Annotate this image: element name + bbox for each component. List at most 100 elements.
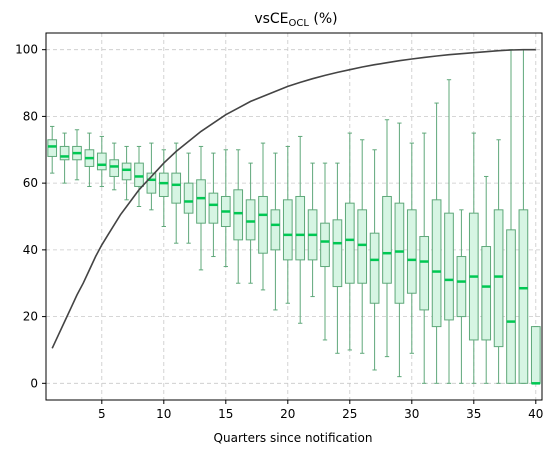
box-iqr — [382, 195, 392, 284]
box-iqr — [282, 199, 293, 261]
box-iqr — [419, 236, 430, 311]
box-3 — [72, 129, 82, 181]
box-28 — [382, 119, 392, 358]
box-iqr — [134, 162, 144, 187]
box-35 — [468, 132, 479, 384]
box-27 — [369, 149, 380, 371]
curve-series — [51, 48, 536, 349]
box-25 — [344, 132, 355, 351]
box-34 — [456, 209, 467, 384]
box-iqr — [295, 195, 306, 261]
box-12 — [183, 152, 194, 244]
box-6 — [109, 142, 120, 191]
box-iqr — [109, 159, 120, 177]
box-iqr — [530, 326, 541, 384]
box-iqr — [369, 232, 380, 304]
y-tick-label: 80 — [23, 109, 38, 123]
x-tick-label: 40 — [528, 407, 543, 421]
y-tick-label: 0 — [30, 376, 38, 390]
box-22 — [307, 162, 318, 298]
box-iqr — [344, 202, 355, 284]
box-33 — [444, 79, 454, 384]
box-29 — [394, 122, 405, 378]
box-10 — [158, 149, 169, 228]
box-iqr — [96, 152, 107, 171]
x-tick-label: 15 — [218, 407, 233, 421]
box-26 — [357, 139, 368, 354]
box-iqr — [406, 209, 417, 294]
chart-title-main: vsCE — [254, 11, 288, 27]
y-tick-label: 40 — [23, 243, 38, 257]
box-32 — [431, 102, 442, 384]
box-5 — [96, 135, 107, 187]
box-iqr — [208, 192, 219, 224]
box-iqr — [357, 209, 368, 284]
x-axis-label: Quarters since notification — [214, 431, 373, 445]
chart-title-subscript: OCL — [289, 18, 310, 29]
box-iqr — [431, 199, 442, 328]
box-4 — [84, 132, 95, 187]
box-series — [47, 49, 541, 385]
box-31 — [419, 132, 430, 384]
x-tick-label: 10 — [156, 407, 171, 421]
box-iqr — [270, 209, 281, 251]
grid-lines — [46, 33, 542, 400]
box-iqr — [196, 179, 206, 224]
box-iqr — [481, 246, 492, 341]
box-iqr — [171, 172, 182, 204]
box-13 — [196, 145, 206, 271]
box-11 — [171, 142, 182, 244]
box-iqr — [456, 256, 467, 318]
box-iqr — [245, 199, 256, 241]
box-18 — [258, 142, 268, 291]
box-20 — [282, 145, 293, 304]
box-39 — [518, 49, 529, 384]
x-tick-label: 20 — [280, 407, 295, 421]
box-7 — [121, 145, 132, 201]
box-15 — [220, 149, 231, 268]
y-tick-label: 100 — [15, 43, 38, 57]
box-iqr — [332, 219, 343, 288]
box-iqr — [518, 209, 529, 384]
box-iqr — [183, 182, 194, 214]
box-40 — [530, 326, 541, 385]
box-36 — [481, 175, 492, 384]
box-iqr — [506, 229, 516, 384]
axes: 5 10 15 20 25 30 35 40 0 20 40 60 80 100 — [15, 32, 543, 421]
box-37 — [493, 139, 504, 384]
box-23 — [320, 162, 330, 341]
box-iqr — [121, 162, 132, 181]
box-30 — [406, 142, 417, 354]
box-14 — [208, 152, 219, 258]
box-2 — [59, 132, 70, 184]
x-tick-label: 30 — [404, 407, 419, 421]
cumulative-curve — [51, 48, 536, 349]
chart-title: vsCEOCL (%) — [254, 11, 337, 29]
box-iqr — [258, 195, 268, 254]
plot-frame — [45, 32, 543, 401]
box-iqr — [444, 212, 454, 321]
box-iqr — [146, 172, 157, 194]
box-8 — [134, 145, 144, 207]
box-iqr — [493, 209, 504, 348]
box-iqr — [320, 222, 330, 268]
box-iqr — [158, 172, 169, 197]
box-iqr — [47, 139, 58, 157]
y-tick-label: 20 — [23, 310, 38, 324]
x-tick-label: 35 — [466, 407, 481, 421]
box-iqr — [59, 145, 70, 161]
box-iqr — [233, 189, 244, 241]
x-tick-label: 5 — [98, 407, 106, 421]
box-38 — [506, 49, 516, 384]
box-17 — [245, 162, 256, 284]
y-tick-label: 60 — [23, 176, 38, 190]
box-1 — [47, 125, 58, 174]
box-21 — [295, 135, 306, 324]
chart-title-suffix: (%) — [309, 11, 338, 27]
box-iqr — [394, 202, 405, 304]
box-16 — [233, 149, 244, 284]
box-19 — [270, 152, 281, 311]
x-tick-label: 25 — [342, 407, 357, 421]
box-24 — [332, 162, 343, 354]
